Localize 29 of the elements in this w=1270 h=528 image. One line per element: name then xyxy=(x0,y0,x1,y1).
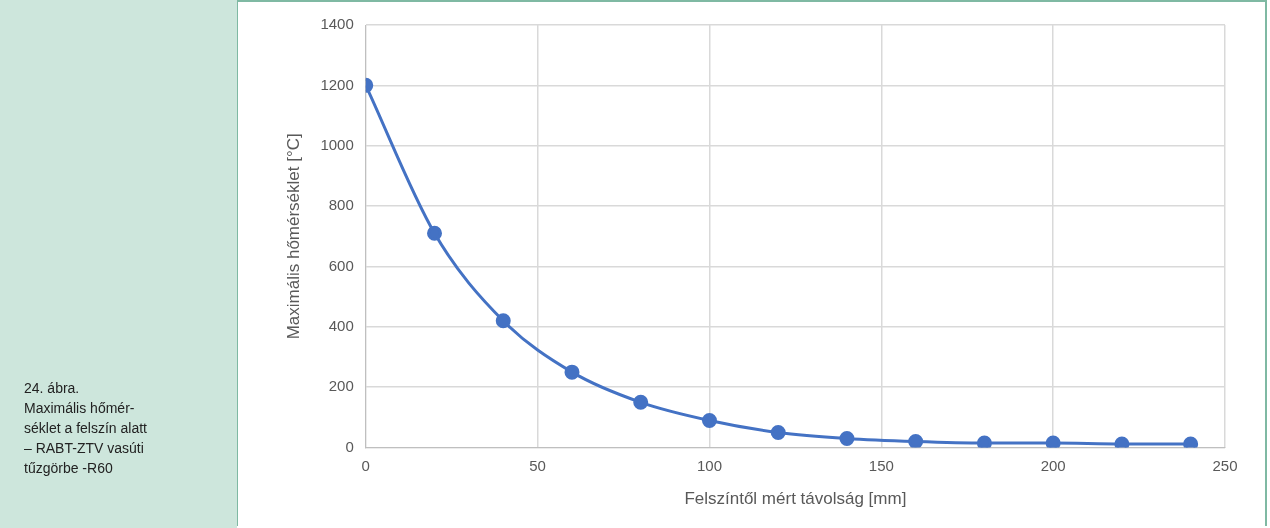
point xyxy=(427,225,443,241)
y-tick-label: 600 xyxy=(328,256,354,274)
point xyxy=(1045,435,1061,448)
y-tick-label: 400 xyxy=(328,317,354,334)
x-tick-label: 250 xyxy=(1212,456,1238,474)
point xyxy=(770,425,786,441)
point xyxy=(976,435,992,448)
point xyxy=(908,434,924,448)
point xyxy=(1114,436,1130,448)
point xyxy=(839,431,855,447)
text: 24. ábra. Maximális hőmér- séklet a felszín alatt – RABT-ZTV vasúti tűzgörbe -R60 xyxy=(24,379,147,478)
y-axis-title: Maximális hőmérséklet [°C] xyxy=(283,133,303,340)
point xyxy=(633,394,649,410)
x-tick-label: 150 xyxy=(868,456,894,474)
y-tick-label: 0 xyxy=(345,437,354,455)
x-tick-label: 50 xyxy=(529,456,546,474)
x-axis-title: Felszíntől mért távolság [mm] xyxy=(684,489,907,509)
y-tick-label: 800 xyxy=(328,196,354,214)
x-tick-label: 200 xyxy=(1040,456,1066,474)
point xyxy=(495,313,511,329)
x-tick-label: 100 xyxy=(696,456,722,474)
y-tick-label: 1400 xyxy=(320,15,354,33)
y-tick-label: 1200 xyxy=(320,75,354,93)
y-tick-label: 200 xyxy=(328,377,354,395)
y-tick-label: 1000 xyxy=(320,135,354,153)
x-tick-label: 0 xyxy=(361,456,370,474)
point xyxy=(564,364,580,380)
point xyxy=(701,412,717,428)
point xyxy=(1183,436,1199,448)
